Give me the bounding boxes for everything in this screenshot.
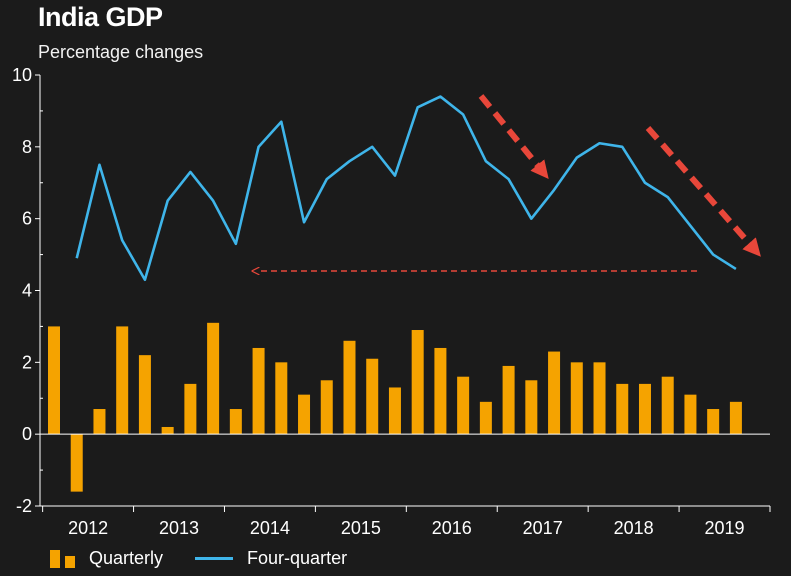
y-tick-label: 10 [12, 65, 32, 85]
legend-item-four-quarter: Four-quarter [163, 548, 347, 569]
bar-quarterly [593, 362, 606, 435]
bar-quarterly [207, 322, 220, 435]
x-tick-label: 2016 [432, 518, 472, 538]
y-tick-label: -2 [16, 496, 32, 516]
y-tick-label: 6 [22, 209, 32, 229]
y-tick-label: 0 [22, 424, 32, 444]
chart-title: India GDP [38, 2, 163, 32]
bar-quarterly [479, 401, 492, 435]
arrow-downtrend-2 [645, 126, 761, 257]
bar-quarterly [93, 409, 106, 435]
bar-quarterly [684, 394, 697, 435]
bar-quarterly [661, 376, 674, 435]
bar-quarterly [411, 330, 424, 435]
x-tick-label: 2017 [523, 518, 563, 538]
arrow-downtrend-1 [478, 94, 549, 179]
bar-quarterly [638, 383, 651, 435]
bar-quarterly [729, 401, 742, 435]
bar-quarterly [525, 380, 538, 435]
x-tick-label: 2015 [341, 518, 381, 538]
bar-quarterly [275, 362, 288, 435]
bar-quarterly [161, 426, 174, 435]
chart-subtitle: Percentage changes [38, 42, 204, 62]
bar-quarterly [388, 387, 401, 435]
legend: Quarterly Four-quarter [50, 548, 347, 569]
legend-item-quarterly: Quarterly [50, 548, 163, 569]
y-tick-label: 2 [22, 352, 32, 372]
x-tick-label: 2019 [705, 518, 745, 538]
y-tick-label: 8 [22, 137, 32, 157]
bar-quarterly [434, 347, 447, 435]
bar-quarterly [138, 355, 151, 435]
bar-quarterly [70, 434, 83, 492]
x-tick-label: 2013 [159, 518, 199, 538]
bar-quarterly [570, 362, 583, 435]
bar-quarterly [184, 383, 197, 435]
bar-quarterly [343, 340, 356, 435]
legend-label-quarterly: Quarterly [89, 548, 164, 568]
bar-quarterly [366, 358, 379, 435]
bar-quarterly [457, 376, 470, 435]
x-tick-label: 2012 [68, 518, 108, 538]
bar-quarterly [298, 394, 311, 435]
bar-quarterly [116, 326, 129, 435]
legend-bar-swatch [50, 549, 60, 568]
bar-quarterly [252, 347, 265, 435]
y-tick-label: 4 [22, 281, 32, 301]
bar-quarterly [616, 383, 629, 435]
legend-line-swatch [195, 557, 234, 560]
bar-quarterly [548, 351, 561, 435]
legend-label-four-quarter: Four-quarter [247, 548, 348, 568]
bar-quarterly [48, 326, 60, 435]
x-tick-label: 2018 [614, 518, 654, 538]
line-four-quarter [75, 95, 737, 282]
bar-quarterly [320, 380, 333, 435]
bar-quarterly [707, 409, 720, 435]
bar-quarterly [229, 409, 242, 435]
x-tick-label: 2014 [250, 518, 290, 538]
bar-quarterly [502, 365, 515, 435]
legend-bar-swatch-small [65, 555, 75, 568]
